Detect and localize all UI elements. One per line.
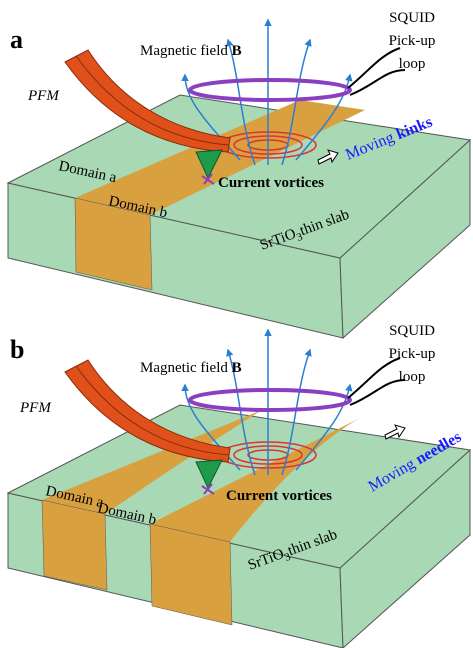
panel-label: a xyxy=(10,25,23,54)
squid-label: SQUID xyxy=(389,323,435,339)
pfm-label: PFM xyxy=(27,88,60,104)
panel-label: b xyxy=(10,335,24,364)
text: B xyxy=(232,43,242,59)
squid-label: loop xyxy=(399,56,426,72)
text: Magnetic field xyxy=(140,360,228,376)
squid-label: Pick-up xyxy=(389,33,436,49)
text: Magnetic field xyxy=(140,43,228,59)
pfm-label: PFM xyxy=(19,400,52,416)
vortices-label: Current vortices xyxy=(218,175,324,191)
squid-label: loop xyxy=(399,369,426,385)
squid-label: SQUID xyxy=(389,10,435,26)
field-label: Magnetic field B xyxy=(140,360,242,376)
vortices-label: Current vortices xyxy=(226,488,332,504)
field-label: Magnetic field B xyxy=(140,43,242,59)
figure: a Magnetic field B SQUID Pick-up loop PF… xyxy=(0,0,473,648)
squid-label: Pick-up xyxy=(389,346,436,362)
text: B xyxy=(232,360,242,376)
